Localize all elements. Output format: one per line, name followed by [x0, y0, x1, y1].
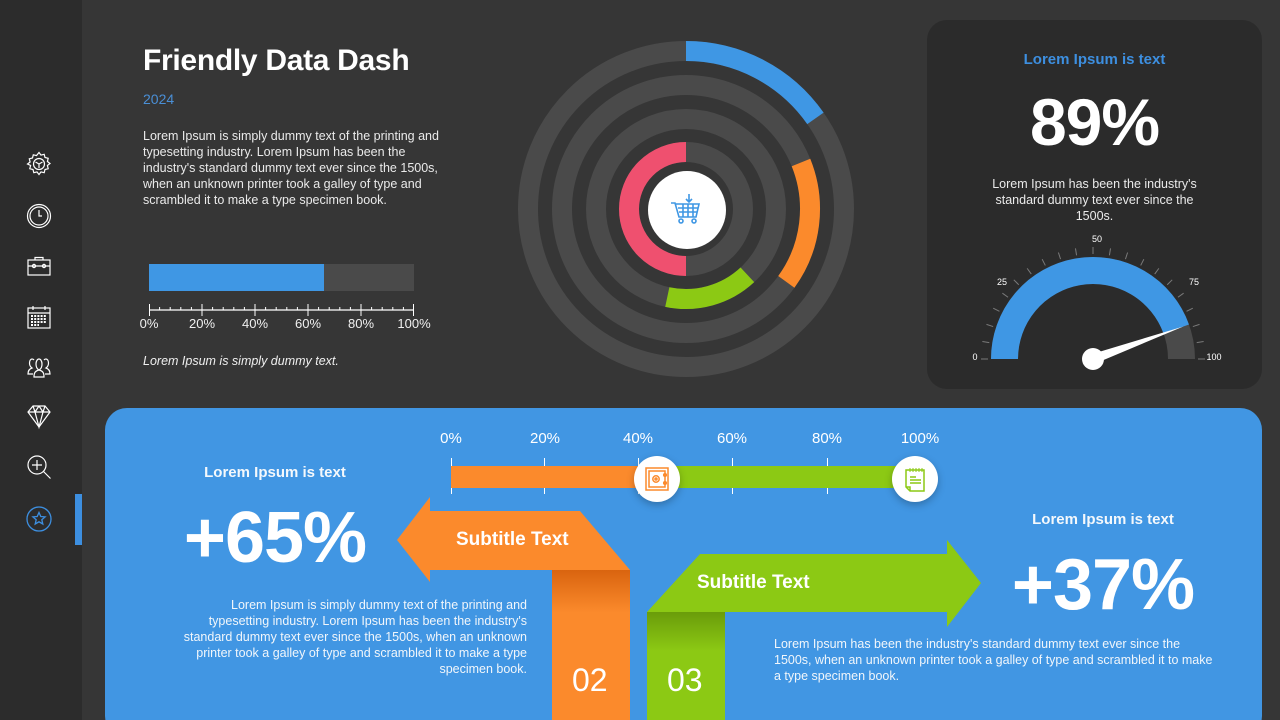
timeline-label: 0% [440, 430, 462, 447]
page-title: Friendly Data Dash [143, 44, 410, 77]
sidebar-item-toolbox[interactable] [22, 249, 56, 283]
axis-label: 0% [139, 316, 159, 331]
page-year: 2024 [143, 91, 175, 107]
cart-icon [671, 194, 701, 224]
sidebar [0, 0, 82, 720]
axis-label: 20% [188, 316, 216, 331]
timeline-label: 80% [811, 430, 843, 447]
svg-text:0: 0 [972, 352, 977, 362]
right-stat-text: Lorem Ipsum has been the industry's stan… [774, 637, 1213, 683]
timeline-green-segment [657, 466, 902, 488]
orange-arrow-number: 02 [572, 662, 608, 698]
calendar-icon [27, 306, 51, 329]
gauge-card: Lorem Ipsum is text 89% Lorem Ipsum has … [927, 20, 1262, 389]
orange-arrow [397, 497, 630, 582]
green-arrow-subtitle: Subtitle Text [697, 572, 810, 593]
cart-badge [648, 171, 726, 249]
sidebar-item-team[interactable] [22, 350, 56, 384]
green-column [647, 612, 725, 720]
sidebar-item-clock[interactable] [22, 199, 56, 233]
notepad-icon [905, 468, 925, 492]
notepad-badge [892, 456, 938, 502]
axis-label: 100% [397, 316, 431, 331]
progress-bar [149, 264, 414, 291]
gauge-card-value: 89% [1029, 85, 1160, 159]
gauge-card-text: Lorem Ipsum has been the industry's stan… [992, 177, 1197, 223]
gauge-chart: 0 25 50 75 100 [972, 234, 1222, 370]
sidebar-item-favorites[interactable] [22, 502, 56, 536]
sidebar-item-calendar[interactable] [22, 300, 56, 334]
timeline-orange-segment [451, 466, 658, 488]
svg-text:100: 100 [1206, 352, 1221, 362]
axis-label: 40% [241, 316, 269, 331]
green-arrow [647, 540, 981, 627]
left-stat-label: Lorem Ipsum is text [204, 464, 346, 481]
arrow-graphics [397, 497, 981, 720]
users-icon [27, 358, 51, 378]
safe-badge [634, 456, 680, 502]
toolbox-icon [27, 256, 51, 276]
timeline-label: 40% [622, 430, 654, 447]
progress-axis: 0% 20% 40% 60% 80% 100% [140, 304, 431, 331]
progress-bar-fill [149, 264, 324, 291]
ring-chart [518, 41, 854, 377]
svg-text:25: 25 [997, 277, 1007, 287]
orange-arrow-subtitle: Subtitle Text [456, 529, 569, 550]
timeline-label: 20% [529, 430, 561, 447]
sidebar-item-settings[interactable] [22, 147, 56, 181]
green-arrow-number: 03 [667, 662, 703, 698]
star-icon [26, 506, 52, 532]
gauge-card-title: Lorem Ipsum is text [1023, 51, 1166, 68]
svg-text:75: 75 [1189, 277, 1199, 287]
left-stat-text: Lorem Ipsum is simply dummy text of the … [183, 598, 527, 676]
progress-caption: Lorem Ipsum is simply dummy text. [143, 354, 339, 368]
axis-label: 60% [294, 316, 322, 331]
safe-icon [645, 467, 669, 491]
right-stat-label: Lorem Ipsum is text [1032, 511, 1174, 528]
intro-text: Lorem Ipsum is simply dummy text of the … [143, 129, 439, 207]
timeline-label: 60% [716, 430, 748, 447]
axis-label: 80% [347, 316, 375, 331]
active-indicator [75, 494, 82, 545]
gear-icon [26, 151, 51, 176]
zoom-in-icon [27, 455, 51, 479]
svg-text:50: 50 [1092, 234, 1102, 244]
bottom-panel: 0% 20% 40% 60% 80% 100% Lorem Ipsum is t… [105, 408, 1262, 720]
sidebar-item-zoom-in[interactable] [22, 450, 56, 484]
clock-icon [26, 203, 52, 229]
right-stat-value: +37% [1011, 545, 1195, 625]
diamond-icon [27, 405, 51, 430]
orange-column [552, 570, 630, 720]
left-stat-value: +65% [183, 498, 367, 578]
timeline-label: 100% [900, 430, 940, 447]
sidebar-item-diamond[interactable] [22, 399, 56, 433]
